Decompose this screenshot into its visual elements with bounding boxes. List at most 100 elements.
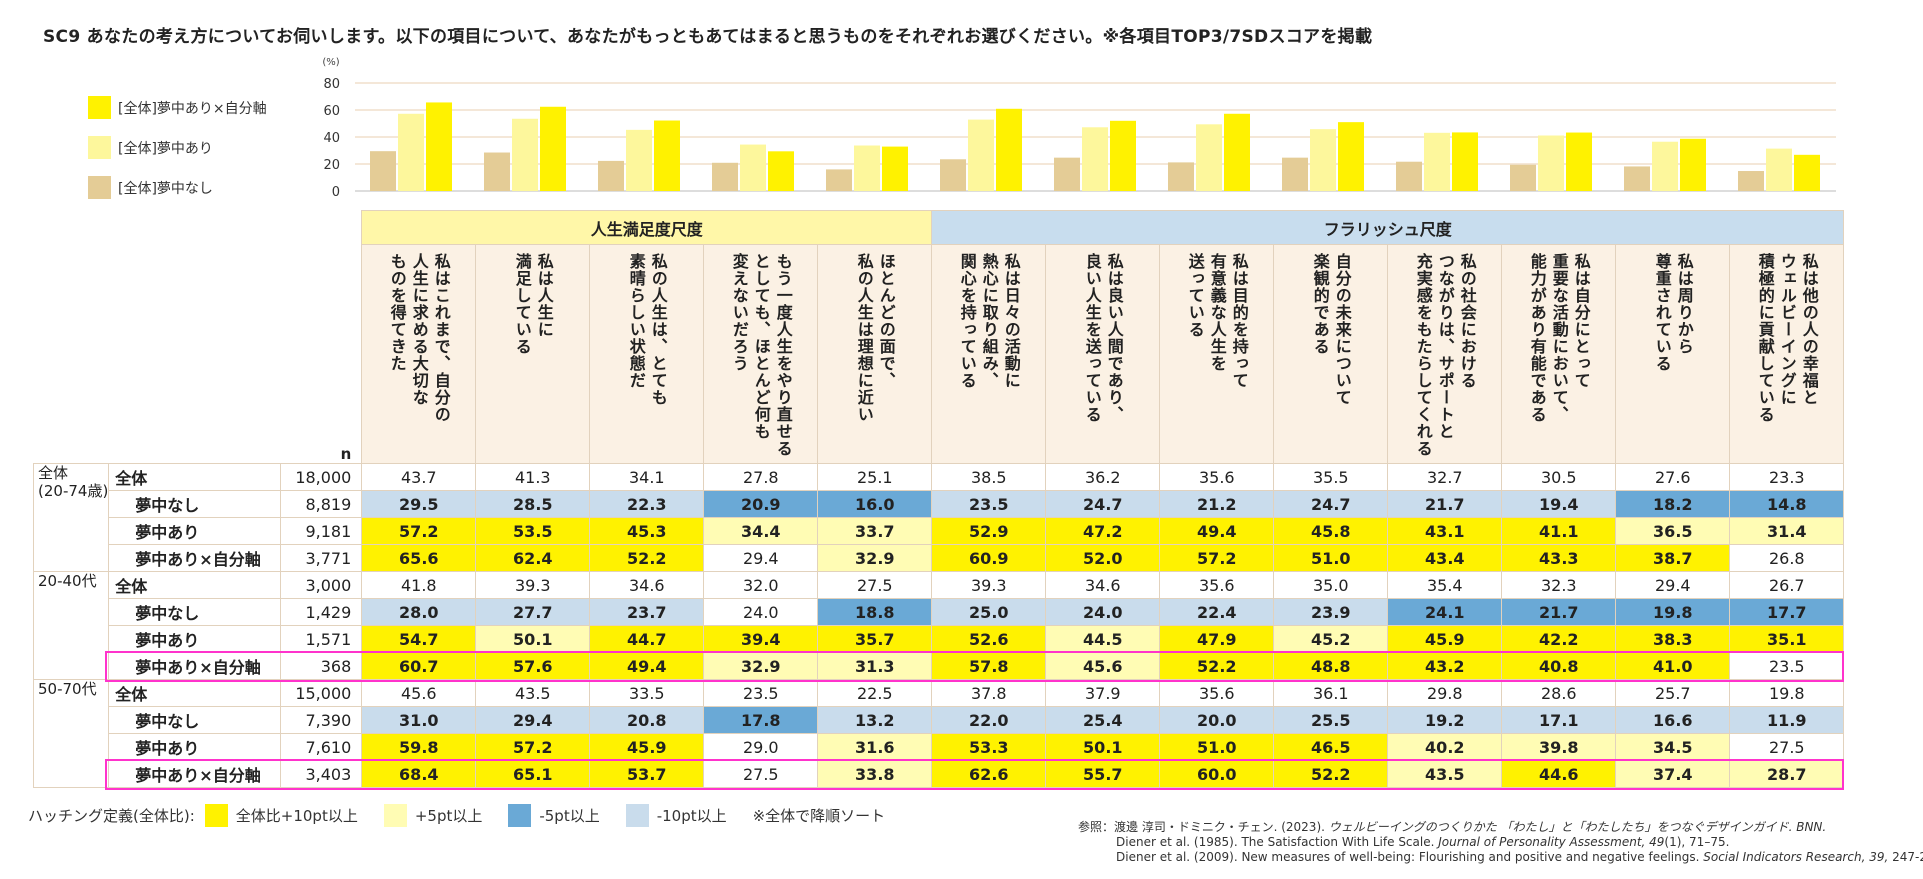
value-cell: 35.6 [1159, 679, 1275, 707]
item-header: 私は日々の活動に 熱心に取り組み、 関心を持っている [931, 244, 1047, 464]
legend-label: [全体]夢中あり [118, 140, 213, 157]
value-cell: 24.1 [1387, 598, 1503, 626]
sample-size: 7,610 [280, 733, 363, 761]
hatching-title: ハッチング定義(全体比): [28, 807, 195, 825]
bar [968, 119, 994, 191]
item-label-line: 自分の未来について [1332, 253, 1352, 406]
value-cell: 31.3 [817, 652, 933, 680]
value-cell: 22.0 [931, 706, 1047, 734]
value-cell: 62.6 [931, 760, 1047, 788]
value-cell: 20.0 [1159, 706, 1275, 734]
item-label-line: 充実感をもたらしてくれる [1413, 253, 1433, 457]
value-cell: 34.1 [589, 463, 705, 491]
value-cell: 46.5 [1273, 733, 1389, 761]
segment-label: 夢中なし [108, 706, 282, 734]
value-cell: 33.8 [817, 760, 933, 788]
ref-text: Diener et al. (2009). New measures of we… [1116, 850, 1704, 864]
value-cell: 28.7 [1729, 760, 1845, 788]
item-label-line: 熱心に取り組み、 [979, 253, 999, 389]
table-row: 20-40代 全体 3,000 41.8 39.3 34.6 32.0 27.5 39.3 34.… [32, 571, 1845, 680]
table-row: 50-70代 全体 15,000 45.6 43.5 33.5 23.5 22.5 37.8 37… [32, 679, 1845, 788]
segment-label: 夢中あり [108, 733, 282, 761]
bar-chart: (%) 0 20 40 60 80 [322, 57, 1836, 200]
value-cell: 16.0 [817, 490, 933, 518]
hatch-swatch [204, 804, 228, 827]
y-unit-label: (%) [322, 57, 339, 68]
value-cell: 52.0 [1045, 544, 1161, 572]
sample-size: 3,000 [280, 571, 363, 599]
ref-text: 渡邊 淳司・ドミニク・チェン. (2023). [1114, 820, 1329, 834]
item-header: 私の社会における つながりは、サポートと 充実感をもたらしてくれる [1387, 244, 1503, 464]
item-label-line: 私はこれまで、自分の [431, 253, 451, 423]
item-header: 私は他の人の幸福と ウェルビーイングに 積極的に貢献している [1729, 244, 1845, 464]
hatch-label: 全体比+10pt以上 [235, 807, 358, 825]
value-cell: 47.2 [1045, 517, 1161, 545]
item-header: 自分の未来について 楽観的である [1273, 244, 1389, 464]
value-cell: 35.7 [817, 625, 933, 653]
value-cell: 36.2 [1045, 463, 1161, 491]
value-cell: 42.2 [1501, 625, 1617, 653]
bar [740, 144, 766, 191]
sample-size: 18,000 [280, 463, 363, 491]
hatch-item: +5pt以上 [383, 804, 482, 827]
item-label: もう一度人生をやり直せる としても、ほとんど何も 変えないだろう [728, 253, 794, 457]
bar [1054, 157, 1080, 191]
value-cell: 32.3 [1501, 571, 1617, 599]
age-group-name: 全体 [38, 464, 69, 483]
item-label: 自分の未来について 楽観的である [1309, 253, 1353, 406]
hatch-label: -10pt以上 [656, 807, 727, 825]
value-cell: 22.5 [817, 679, 933, 707]
value-cell: 19.2 [1387, 706, 1503, 734]
table-row: 夢中なし 1,429 28.0 27.7 23.7 24.0 18.8 25.0 24.0 22.… [34, 598, 1845, 626]
legend-item: [全体]夢中あり [88, 136, 213, 159]
value-cell: 25.1 [817, 463, 933, 491]
item-label-line: 楽観的である [1310, 253, 1330, 355]
bar [1338, 122, 1364, 191]
table-row: 夢中あり×自分軸 368 60.7 57.6 49.4 32.9 31.3 57.8 45.6 5… [34, 652, 1845, 680]
value-cell: 54.7 [361, 625, 477, 653]
value-cell: 25.0 [931, 598, 1047, 626]
references: 参照：渡邊 淳司・ドミニク・チェン. (2023). ウェルビーイングのつくりか… [1078, 820, 1923, 865]
item-label-line: 私は目的を持って [1229, 253, 1249, 389]
value-cell: 44.7 [589, 625, 705, 653]
item-label-line: ほとんどの面で、 [876, 253, 896, 389]
age-group-label: 全体 (20-74歳) [32, 463, 110, 572]
value-cell: 57.2 [1159, 544, 1275, 572]
value-cell: 34.6 [589, 571, 705, 599]
value-cell: 34.4 [703, 517, 819, 545]
bar [1738, 171, 1764, 191]
hatch-item: 全体比+10pt以上 [204, 804, 358, 827]
bar [882, 146, 908, 191]
value-cell: 36.5 [1615, 517, 1731, 545]
value-cell: 39.8 [1501, 733, 1617, 761]
value-cell: 43.1 [1387, 517, 1503, 545]
bar [398, 113, 424, 191]
y-tick-label: 80 [323, 77, 340, 92]
value-cell: 38.5 [931, 463, 1047, 491]
value-cell: 60.0 [1159, 760, 1275, 788]
sample-size: 1,429 [280, 598, 363, 626]
value-cell: 40.2 [1387, 733, 1503, 761]
value-cell: 49.4 [1159, 517, 1275, 545]
value-cell: 24.0 [703, 598, 819, 626]
scale-group-header: フラリッシュ尺度 [931, 210, 1845, 245]
value-cell: 18.8 [817, 598, 933, 626]
value-cell: 23.9 [1273, 598, 1389, 626]
bar [1766, 148, 1792, 191]
item-label-line: 送っている [1185, 253, 1205, 338]
item-label-line: 満足している [512, 253, 532, 355]
value-cell: 57.8 [931, 652, 1047, 680]
legend-item: [全体]夢中あり×自分軸 [88, 96, 267, 119]
item-label-line: 重要な活動において、 [1549, 253, 1569, 423]
item-header: 私は目的を持って 有意義な人生を 送っている [1159, 244, 1275, 464]
sample-size: 7,390 [280, 706, 363, 734]
table-row: 夢中なし 8,819 29.5 28.5 22.3 20.9 16.0 23.5 24.7 21.… [34, 490, 1845, 518]
reference-2: Diener et al. (1985). The Satisfaction W… [1078, 835, 1923, 850]
value-cell: 48.8 [1273, 652, 1389, 680]
item-label-line: つながりは、サポートと [1435, 253, 1455, 440]
bar [1310, 129, 1336, 191]
item-header: もう一度人生をやり直せる としても、ほとんど何も 変えないだろう [703, 244, 819, 464]
value-cell: 29.8 [1387, 679, 1503, 707]
value-cell: 27.7 [475, 598, 591, 626]
bar [940, 159, 966, 191]
